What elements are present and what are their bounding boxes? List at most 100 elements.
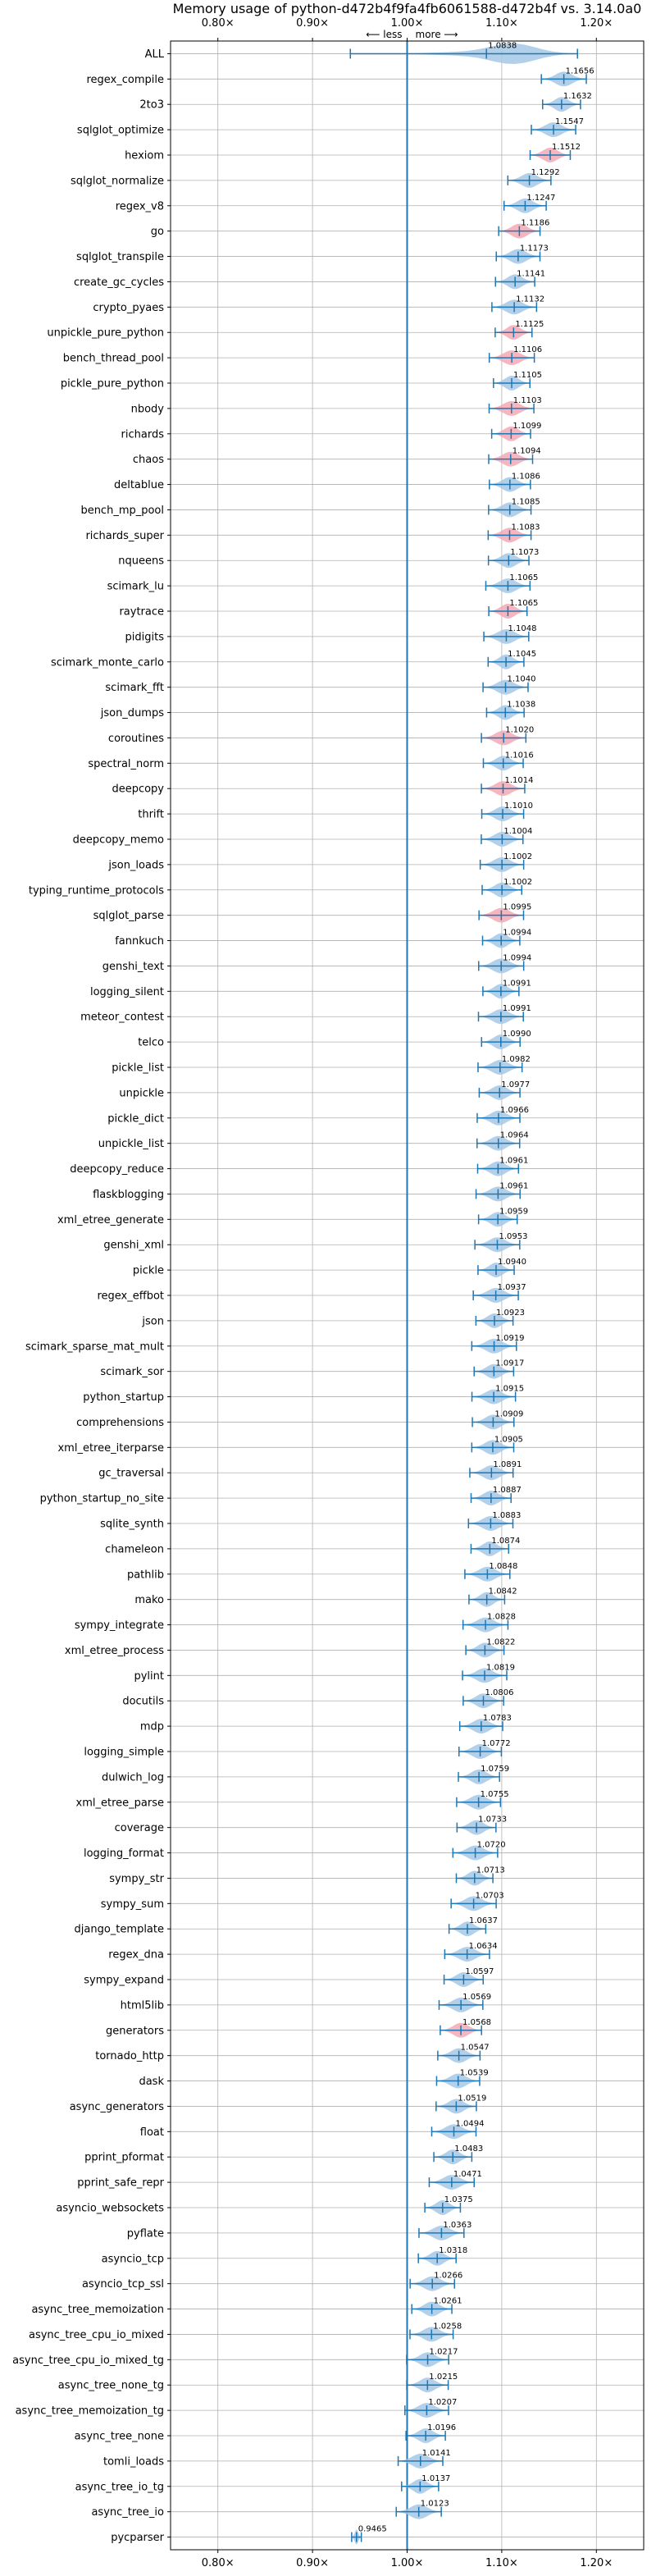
- value-label: 1.1048: [508, 624, 536, 633]
- category-label: logging_simple: [84, 1747, 164, 1759]
- value-label: 1.1085: [512, 497, 540, 506]
- value-label: 1.0994: [503, 953, 531, 962]
- value-label: 1.0995: [503, 903, 531, 912]
- value-label: 1.0842: [489, 1587, 517, 1596]
- value-label: 1.0819: [486, 1663, 515, 1672]
- category-label: regex_dna: [108, 1949, 164, 1962]
- category-label: xml_etree_parse: [76, 1797, 164, 1809]
- value-label: 1.1086: [512, 473, 540, 482]
- value-label: 1.1247: [526, 194, 555, 203]
- value-label: 1.0883: [492, 1511, 521, 1520]
- category-label: pidigits: [125, 631, 165, 643]
- category-label: spectral_norm: [88, 758, 164, 770]
- value-label: 1.1083: [511, 523, 540, 532]
- category-label: deltablue: [114, 479, 164, 491]
- value-label: 1.1547: [555, 117, 584, 126]
- category-label: crypto_pyaes: [93, 302, 164, 314]
- value-label: 1.1186: [521, 219, 549, 228]
- value-label: 1.1103: [513, 396, 542, 405]
- value-label: 1.1106: [513, 345, 542, 354]
- category-label: fannkuch: [115, 935, 164, 948]
- category-label: telco: [138, 1037, 164, 1049]
- x-tick-label-bottom: 0.80×: [202, 2557, 235, 2569]
- category-label: json: [141, 1315, 164, 1327]
- value-label: 1.1020: [505, 725, 534, 734]
- value-label: 1.0887: [493, 1486, 522, 1495]
- category-label: hexiom: [125, 150, 164, 162]
- value-label: 1.0828: [487, 1613, 516, 1622]
- value-label: 1.1004: [503, 827, 532, 836]
- value-label: 1.0258: [433, 2322, 462, 2331]
- category-label: scimark_monte_carlo: [51, 656, 164, 669]
- category-label: scimark_sparse_mat_mult: [25, 1341, 164, 1353]
- value-label: 1.0597: [465, 1967, 494, 1976]
- value-label: 1.0961: [499, 1157, 528, 1166]
- value-label: 1.0123: [421, 2500, 449, 2509]
- value-label: 1.0917: [495, 1359, 524, 1368]
- value-label: 1.0964: [500, 1131, 529, 1140]
- chart-labels: 0.80× 0.80× 0.90× 0.90× 1.00× 1.00× 1.10× 1.10×…: [12, 17, 613, 2569]
- category-label: async_tree_io: [91, 2506, 164, 2519]
- category-label: pyflate: [127, 2227, 164, 2240]
- category-label: dask: [139, 2076, 164, 2088]
- value-label: 1.0713: [476, 1866, 505, 1875]
- category-label: async_tree_none: [75, 2431, 164, 2443]
- value-label: 1.1173: [520, 244, 549, 253]
- x-tick-label-bottom: 1.20×: [580, 2557, 613, 2569]
- value-label: 1.1632: [563, 92, 592, 101]
- value-label: 1.1065: [509, 573, 538, 582]
- category-label: xml_etree_process: [65, 1645, 164, 1657]
- value-label: 1.0547: [461, 2044, 490, 2053]
- category-label: unpickle_list: [98, 1138, 164, 1150]
- category-label: tomli_loads: [103, 2455, 164, 2468]
- value-label: 1.0733: [478, 1816, 507, 1825]
- category-label: async_generators: [70, 2101, 165, 2113]
- value-label: 1.1002: [503, 878, 532, 887]
- category-label: python_startup: [83, 1391, 164, 1404]
- value-label: 1.0759: [481, 1765, 509, 1774]
- category-label: async_tree_cpu_io_mixed_tg: [12, 2354, 164, 2367]
- category-label: float: [140, 2126, 164, 2139]
- category-label: deepcopy: [112, 783, 164, 796]
- category-label: json_dumps: [100, 707, 164, 719]
- category-label: genshi_text: [102, 961, 164, 973]
- value-label: 1.1002: [503, 852, 532, 861]
- category-label: asyncio_tcp_ssl: [82, 2278, 164, 2291]
- category-label: sympy_expand: [84, 1975, 164, 1987]
- value-label: 1.0990: [503, 1030, 531, 1039]
- category-label: go: [151, 226, 164, 238]
- category-label: nqueens: [118, 555, 164, 568]
- category-label: create_gc_cycles: [74, 276, 164, 289]
- value-label: 1.0966: [500, 1106, 529, 1115]
- value-label: 1.1065: [509, 599, 538, 608]
- value-label: 1.0261: [434, 2297, 462, 2306]
- category-label: pickle_pure_python: [61, 378, 164, 391]
- value-label: 1.0874: [491, 1537, 520, 1546]
- value-label: 0.9465: [358, 2525, 387, 2534]
- value-label: 1.1040: [508, 675, 536, 684]
- category-label: richards: [121, 428, 165, 441]
- value-label: 1.0471: [453, 2170, 482, 2179]
- category-label: pathlib: [127, 1569, 164, 1581]
- value-label: 1.0959: [499, 1207, 528, 1216]
- category-label: bench_thread_pool: [63, 353, 164, 365]
- category-label: sympy_sum: [101, 1898, 164, 1911]
- value-label: 1.1512: [552, 143, 581, 152]
- value-label: 1.1132: [516, 295, 544, 304]
- value-label: 1.0634: [469, 1942, 498, 1951]
- value-label: 1.0215: [429, 2373, 458, 2382]
- value-label: 1.0940: [498, 1258, 526, 1267]
- category-label: regex_effbot: [97, 1290, 164, 1303]
- category-label: 2to3: [139, 99, 164, 112]
- value-label: 1.0141: [422, 2449, 451, 2458]
- category-label: pprint_pformat: [84, 2152, 164, 2164]
- value-label: 1.0991: [503, 979, 531, 988]
- value-label: 1.0755: [481, 1790, 509, 1799]
- category-label: pprint_safe_repr: [77, 2177, 164, 2190]
- value-label: 1.1125: [515, 320, 544, 329]
- category-label: deepcopy_reduce: [70, 1163, 164, 1176]
- value-label: 1.1292: [531, 168, 560, 177]
- category-label: meteor_contest: [80, 1012, 164, 1024]
- chart-title: Memory usage of python-d472b4f9fa4fb6061…: [173, 1, 642, 16]
- value-label: 1.0783: [483, 1714, 512, 1723]
